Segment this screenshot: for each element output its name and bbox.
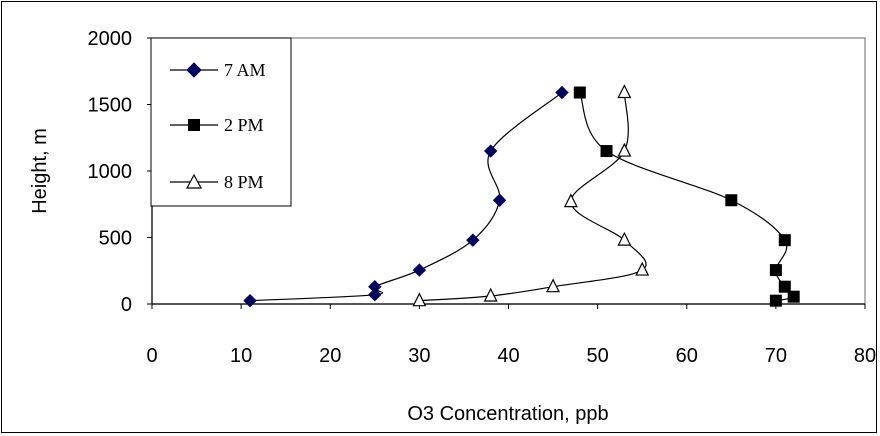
data-point-square	[573, 86, 586, 99]
x-tick-label: 20	[319, 345, 341, 367]
x-axis-title: O3 Concentration, ppb	[407, 403, 608, 425]
legend-label: 7 AM	[224, 60, 266, 80]
legend-label: 2 PM	[224, 115, 264, 135]
data-point-diamond	[466, 233, 480, 247]
x-tick-label: 0	[146, 345, 157, 367]
y-tick-labels: 0 500 1000 1500 2000	[88, 28, 133, 316]
triangle-marker-icon	[185, 173, 203, 189]
data-point-square	[787, 290, 800, 303]
data-point-square	[600, 145, 613, 158]
legend-label: 8 PM	[224, 172, 264, 192]
data-point-diamond	[483, 144, 498, 158]
series-2-pm	[573, 86, 800, 307]
y-tick-label: 1000	[88, 161, 133, 183]
x-tick-label: 40	[497, 345, 519, 367]
data-point-diamond	[368, 280, 382, 294]
data-point-diamond	[243, 293, 257, 308]
data-point-square	[778, 280, 791, 293]
series-8-pm	[412, 84, 650, 307]
series-layer	[243, 84, 800, 308]
y-axis-title: Height, m	[29, 128, 51, 214]
x-tick-label: 80	[854, 345, 876, 367]
y-tick-label: 2000	[88, 28, 133, 50]
data-point-diamond	[412, 263, 427, 277]
y-tick-label: 1500	[88, 95, 133, 117]
data-point-diamond	[368, 287, 382, 302]
diamond-marker-icon	[186, 62, 202, 78]
data-point-square	[725, 194, 738, 207]
series-7-am	[243, 85, 569, 308]
data-point-square	[769, 264, 782, 277]
series-line	[250, 92, 563, 302]
series-line	[419, 92, 647, 302]
data-point-triangle	[635, 261, 650, 276]
data-point-triangle	[617, 142, 632, 157]
legend-box	[150, 37, 292, 207]
x-tick-label: 10	[230, 345, 252, 367]
x-tick-label: 30	[408, 345, 430, 367]
data-point-square	[769, 294, 782, 307]
data-point-triangle	[546, 278, 561, 293]
x-tick-label: 50	[587, 345, 609, 367]
y-tick-label: 500	[99, 228, 132, 250]
data-point-triangle	[483, 287, 498, 302]
series-line	[579, 92, 795, 302]
x-tick-label: 70	[765, 345, 787, 367]
data-point-diamond	[492, 193, 507, 207]
legend-item-2pm: 2 PM	[170, 115, 264, 135]
legend-item-8pm: 8 PM	[170, 172, 264, 192]
square-marker-icon	[188, 119, 200, 131]
data-point-triangle	[617, 84, 632, 99]
x-tick-labels: 0 10 20 30 40 50 60 70 80	[146, 345, 876, 367]
data-point-diamond	[555, 85, 569, 100]
data-point-triangle	[617, 231, 632, 246]
data-point-triangle	[563, 193, 578, 208]
legend: 7 AM 2 PM 8 PM	[150, 37, 292, 207]
y-tick-label: 0	[121, 294, 132, 316]
x-tick-label: 60	[676, 345, 698, 367]
data-point-square	[778, 234, 791, 247]
legend-item-7am: 7 AM	[170, 60, 266, 80]
data-point-triangle	[412, 292, 427, 307]
